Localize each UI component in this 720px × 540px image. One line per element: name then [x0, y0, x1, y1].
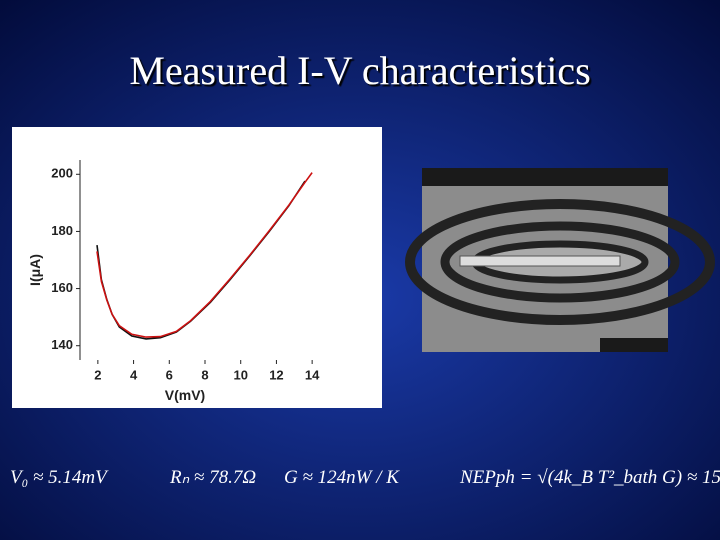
- y-tick-label: 180: [51, 223, 73, 238]
- x-tick-label: 8: [201, 367, 208, 382]
- formula: G ≈ 124nW / K: [284, 467, 400, 488]
- y-tick-label: 140: [51, 337, 73, 352]
- data-line: [96, 172, 313, 338]
- formula: V₀ ≈ 5.14mV: [10, 467, 109, 488]
- x-tick-label: 4: [130, 367, 138, 382]
- x-tick-label: 12: [269, 367, 283, 382]
- formula: NEPph = √(4k_B T²_bath G) ≈ 15 fW/√Hz: [459, 467, 720, 488]
- x-tick-label: 14: [305, 367, 320, 382]
- x-tick-label: 6: [166, 367, 173, 382]
- sem-image: [405, 168, 715, 352]
- chart-panel: [12, 127, 382, 408]
- iv-chart: 140 160 180 200 2 4 6 8 10 12 14 V(mV) I(μA): [27, 160, 320, 403]
- y-tick-label: 160: [51, 280, 73, 295]
- formula: Rₙ ≈ 78.7Ω: [169, 467, 256, 488]
- slide-title: Measured I-V characteristics: [129, 48, 590, 93]
- y-axis-label: I(μA): [27, 254, 43, 286]
- y-tick-label: 200: [51, 166, 73, 181]
- x-tick-label: 2: [94, 367, 101, 382]
- x-axis-label: V(mV): [165, 387, 205, 403]
- x-tick-label: 10: [233, 367, 247, 382]
